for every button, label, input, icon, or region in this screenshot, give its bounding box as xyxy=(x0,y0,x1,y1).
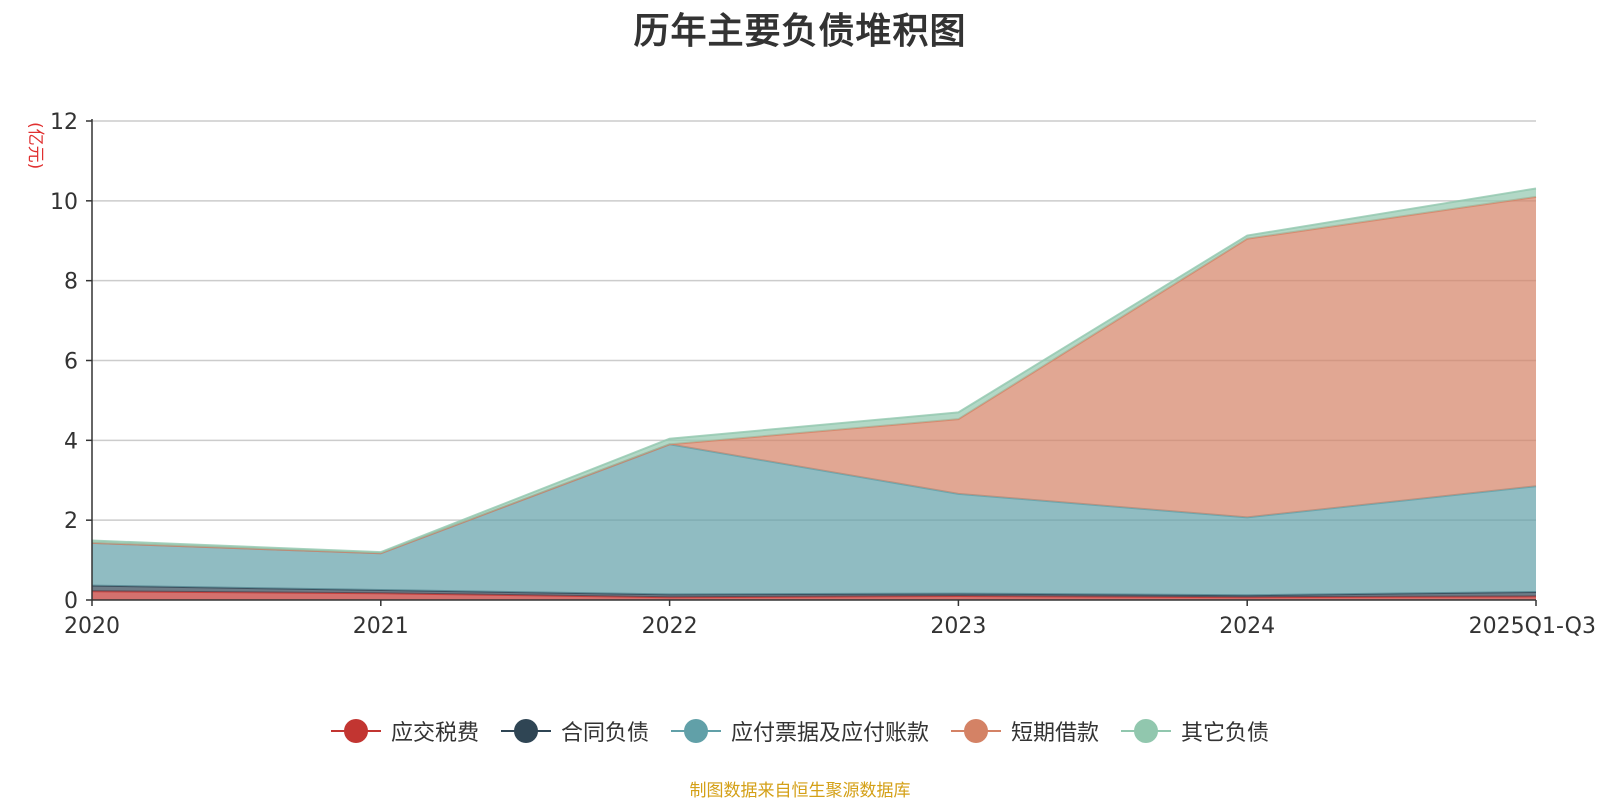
y-tick-label: 12 xyxy=(50,110,78,135)
y-tick-label: 10 xyxy=(50,190,78,215)
legend-label: 短期借款 xyxy=(1011,721,1100,746)
legend-marker-icon xyxy=(1121,718,1172,744)
legend-label: 应交税费 xyxy=(390,721,479,746)
legend-item[interactable]: 应付票据及应付账款 xyxy=(670,715,929,747)
source-note: 制图数据来自恒生聚源数据库 xyxy=(689,781,911,801)
series-line-4 xyxy=(91,187,1537,554)
series-area-3 xyxy=(92,196,1536,554)
x-tick-label: 2020 xyxy=(64,614,120,639)
series-area-2 xyxy=(92,444,1536,596)
y-tick-label: 6 xyxy=(64,350,78,375)
y-tick-label: 2 xyxy=(64,509,78,534)
legend-marker-icon xyxy=(330,718,381,744)
legend-label: 合同负债 xyxy=(560,721,649,746)
legend-label: 应付票据及应付账款 xyxy=(730,721,929,746)
x-tick-label: 2022 xyxy=(642,614,698,639)
legend-marker-icon xyxy=(951,718,1001,744)
x-tick-label: 2025Q1-Q3 xyxy=(1469,614,1596,639)
chart-title: 历年主要负债堆积图 xyxy=(633,11,967,52)
legend-marker-icon xyxy=(670,718,721,744)
legend-item[interactable]: 应交税费 xyxy=(330,715,479,747)
y-tick-label: 4 xyxy=(64,429,78,454)
x-tick-label: 2021 xyxy=(353,614,409,639)
legend-label: 其它负债 xyxy=(1181,721,1270,746)
legend-marker-icon xyxy=(500,718,551,744)
legend-item[interactable]: 短期借款 xyxy=(951,715,1099,747)
legend-item[interactable]: 合同负债 xyxy=(500,715,649,747)
legend: 应交税费 合同负债 应付票据及应付账款 短期借款 其它负债 xyxy=(0,715,1600,747)
legend-item[interactable]: 其它负债 xyxy=(1121,715,1269,747)
x-tick-label: 2023 xyxy=(930,614,986,639)
y-tick-label: 8 xyxy=(64,270,78,295)
x-tick-label: 2024 xyxy=(1219,614,1275,639)
y-tick-label: 0 xyxy=(64,589,78,614)
